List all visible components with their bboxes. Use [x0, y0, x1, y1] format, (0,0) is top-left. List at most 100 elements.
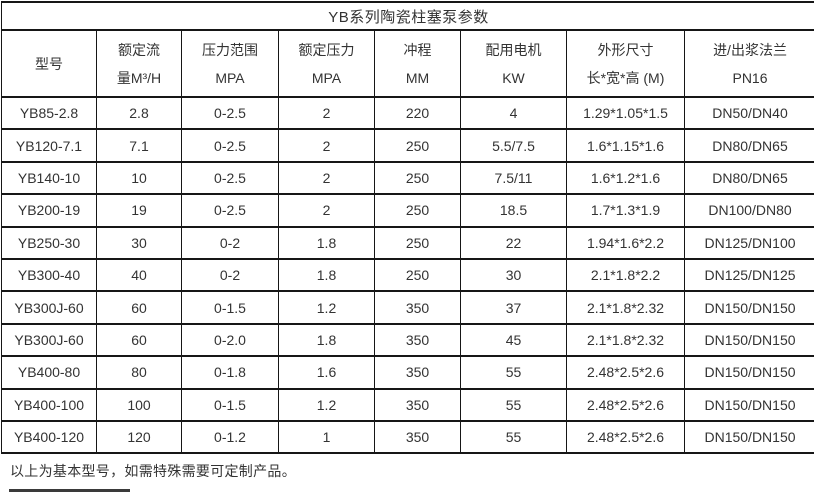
column-header-line2: 量M³/H	[116, 69, 162, 86]
table-cell: 2	[278, 128, 375, 163]
column-header-line1: 额定压力	[298, 41, 355, 58]
column-header: 额定流量M³/H	[96, 29, 182, 98]
column-header: 额定压力 MPA	[278, 29, 375, 98]
model-cell: YB400-120	[1, 419, 97, 455]
table-cell: 40	[96, 257, 182, 293]
column-header-line2: KW	[502, 69, 525, 86]
table-row: YB300J-60 60 0-1.5 1.2 350 37 2.1*1.8*2.32 DN15…	[1, 290, 814, 325]
table-cell: 1.2	[278, 387, 375, 422]
table-body: YB85-2.8 2.8 0-2.5 2 220 4 1.29*1.05*1.5 DN50/D…	[1, 95, 814, 455]
model-cell: YB400-80	[1, 355, 97, 390]
table-cell: 350	[374, 322, 461, 358]
table-cell: 2.1*1.8*2.32	[566, 322, 685, 358]
table-cell: 2	[278, 193, 375, 228]
table-cell: 2	[278, 95, 375, 131]
table-cell: 0-2	[181, 225, 279, 260]
column-header: 压力范围 MPA	[181, 29, 279, 98]
table-cell: DN150/DN150	[683, 290, 814, 325]
table-cell: 80	[96, 355, 182, 390]
table-row: YB85-2.8 2.8 0-2.5 2 220 4 1.29*1.05*1.5 DN50/D…	[1, 95, 814, 131]
table-cell: 1.6*1.2*1.6	[566, 160, 685, 196]
table-cell: 0-2.5	[181, 193, 279, 228]
table-row: YB300-40 40 0-2 1.8 250 30 2.1*1.8*2.2 DN125/DN…	[1, 257, 814, 293]
model-cell: YB300J-60	[1, 322, 97, 358]
table-cell: 350	[374, 355, 461, 390]
table-cell: DN50/DN40	[683, 95, 814, 131]
bottom-partial-rule	[9, 489, 130, 492]
column-header-line2: MM	[405, 69, 430, 86]
table-cell: 1.29*1.05*1.5	[566, 95, 685, 131]
column-header: 进/出浆法兰 PN16	[683, 29, 814, 98]
table-cell: 2.48*2.5*2.6	[566, 355, 685, 390]
table-cell: 250	[374, 257, 461, 293]
table-cell: 0-2.5	[181, 160, 279, 196]
table-cell: 220	[374, 95, 461, 131]
table-cell: 120	[96, 419, 182, 455]
table-cell: 1.6	[278, 355, 375, 390]
table-cell: 0-2.0	[181, 322, 279, 358]
column-header-line2: 长*宽*高 (M)	[586, 69, 665, 86]
footer-note: 以上为基本型号，如需特殊需要可定制产品。	[10, 463, 296, 480]
column-header-line1: 外形尺寸	[597, 41, 654, 58]
table-cell: 22	[460, 225, 567, 260]
column-header: 冲程 MM	[374, 29, 461, 98]
table-row: YB300J-60 60 0-2.0 1.8 350 45 2.1*1.8*2.32 DN15…	[1, 322, 814, 358]
column-header-line1: 进/出浆法兰	[713, 41, 787, 58]
model-cell: YB120-7.1	[1, 128, 97, 163]
table-cell: 0-2.5	[181, 128, 279, 163]
table-cell: 250	[374, 128, 461, 163]
column-header: 配用电机 KW	[460, 29, 567, 98]
column-header-line1: 配用电机	[485, 41, 542, 58]
table-cell: 2.8	[96, 95, 182, 131]
table-cell: 2	[278, 160, 375, 196]
table-cell: 1.8	[278, 322, 375, 358]
model-cell: YB300-40	[1, 257, 97, 293]
model-cell: YB250-30	[1, 225, 97, 260]
table-cell: DN150/DN150	[683, 355, 814, 390]
table-cell: 100	[96, 387, 182, 422]
table-cell: 2.1*1.8*2.32	[566, 290, 685, 325]
table-cell: 250	[374, 160, 461, 196]
table-cell: 1.94*1.6*2.2	[566, 225, 685, 260]
table-header-row: 型号 额定流 量M³/H 压力范围 MPA 额定压力 MPA 冲程 MM 配用电机 KW 外形尺寸 长*…	[1, 29, 814, 98]
table-cell: 30	[460, 257, 567, 293]
table-cell: 250	[374, 225, 461, 260]
table-cell: DN150/DN150	[683, 322, 814, 358]
table-row: YB250-30 30 0-2 1.8 250 22 1.94*1.6*2.2 DN125/D…	[1, 225, 814, 260]
pump-spec-table: YB系列陶瓷柱塞泵参数 型号 额定流 量M³/H 压力范围 MPA 额定压力 MPA 冲程 MM…	[0, 1, 814, 455]
column-header: 外形尺寸长*宽*高 (M)	[566, 29, 685, 98]
table-cell: 2.1*1.8*2.2	[566, 257, 685, 293]
column-header-line2: PN16	[732, 69, 768, 86]
column-header-line2: MPA	[215, 69, 245, 86]
table-cell: DN100/DN80	[683, 193, 814, 228]
column-header-line1: 额定流	[118, 41, 160, 58]
table-cell: 5.5/7.5	[460, 128, 567, 163]
table-cell: 45	[460, 322, 567, 358]
table-cell: DN125/DN100	[683, 225, 814, 260]
table-cell: 4	[460, 95, 567, 131]
table-cell: 7.1	[96, 128, 182, 163]
table-cell: 0-2	[181, 257, 279, 293]
table-cell: 55	[460, 419, 567, 455]
table-cell: 1.6*1.15*1.6	[566, 128, 685, 163]
table-row: YB140-10 10 0-2.5 2 250 7.5/11 1.6*1.2*1.6 DN80…	[1, 160, 814, 196]
table-title: YB系列陶瓷柱塞泵参数	[0, 1, 814, 31]
table-cell: DN125/DN125	[683, 257, 814, 293]
table-cell: DN150/DN150	[683, 387, 814, 422]
table-row: YB400-80 80 0-1.8 1.6 350 55 2.48*2.5*2.6 DN150…	[1, 355, 814, 390]
table-cell: 0-1.5	[181, 290, 279, 325]
table-cell: DN150/DN150	[683, 419, 814, 455]
column-header-line1: 型号	[35, 55, 63, 72]
table-cell: 1.2	[278, 290, 375, 325]
table-cell: 0-1.5	[181, 387, 279, 422]
table-cell: 0-2.5	[181, 95, 279, 131]
column-header: 型号	[1, 29, 97, 98]
table-cell: 250	[374, 193, 461, 228]
column-header-line2: MPA	[311, 69, 342, 86]
table-cell: 60	[96, 322, 182, 358]
table-cell: 1.8	[278, 225, 375, 260]
table-cell: 0-1.2	[181, 419, 279, 455]
table-row: YB200-19 19 0-2.5 2 250 18.5 1.7*1.3*1.9 DN100/…	[1, 193, 814, 228]
table-cell: 0-1.8	[181, 355, 279, 390]
